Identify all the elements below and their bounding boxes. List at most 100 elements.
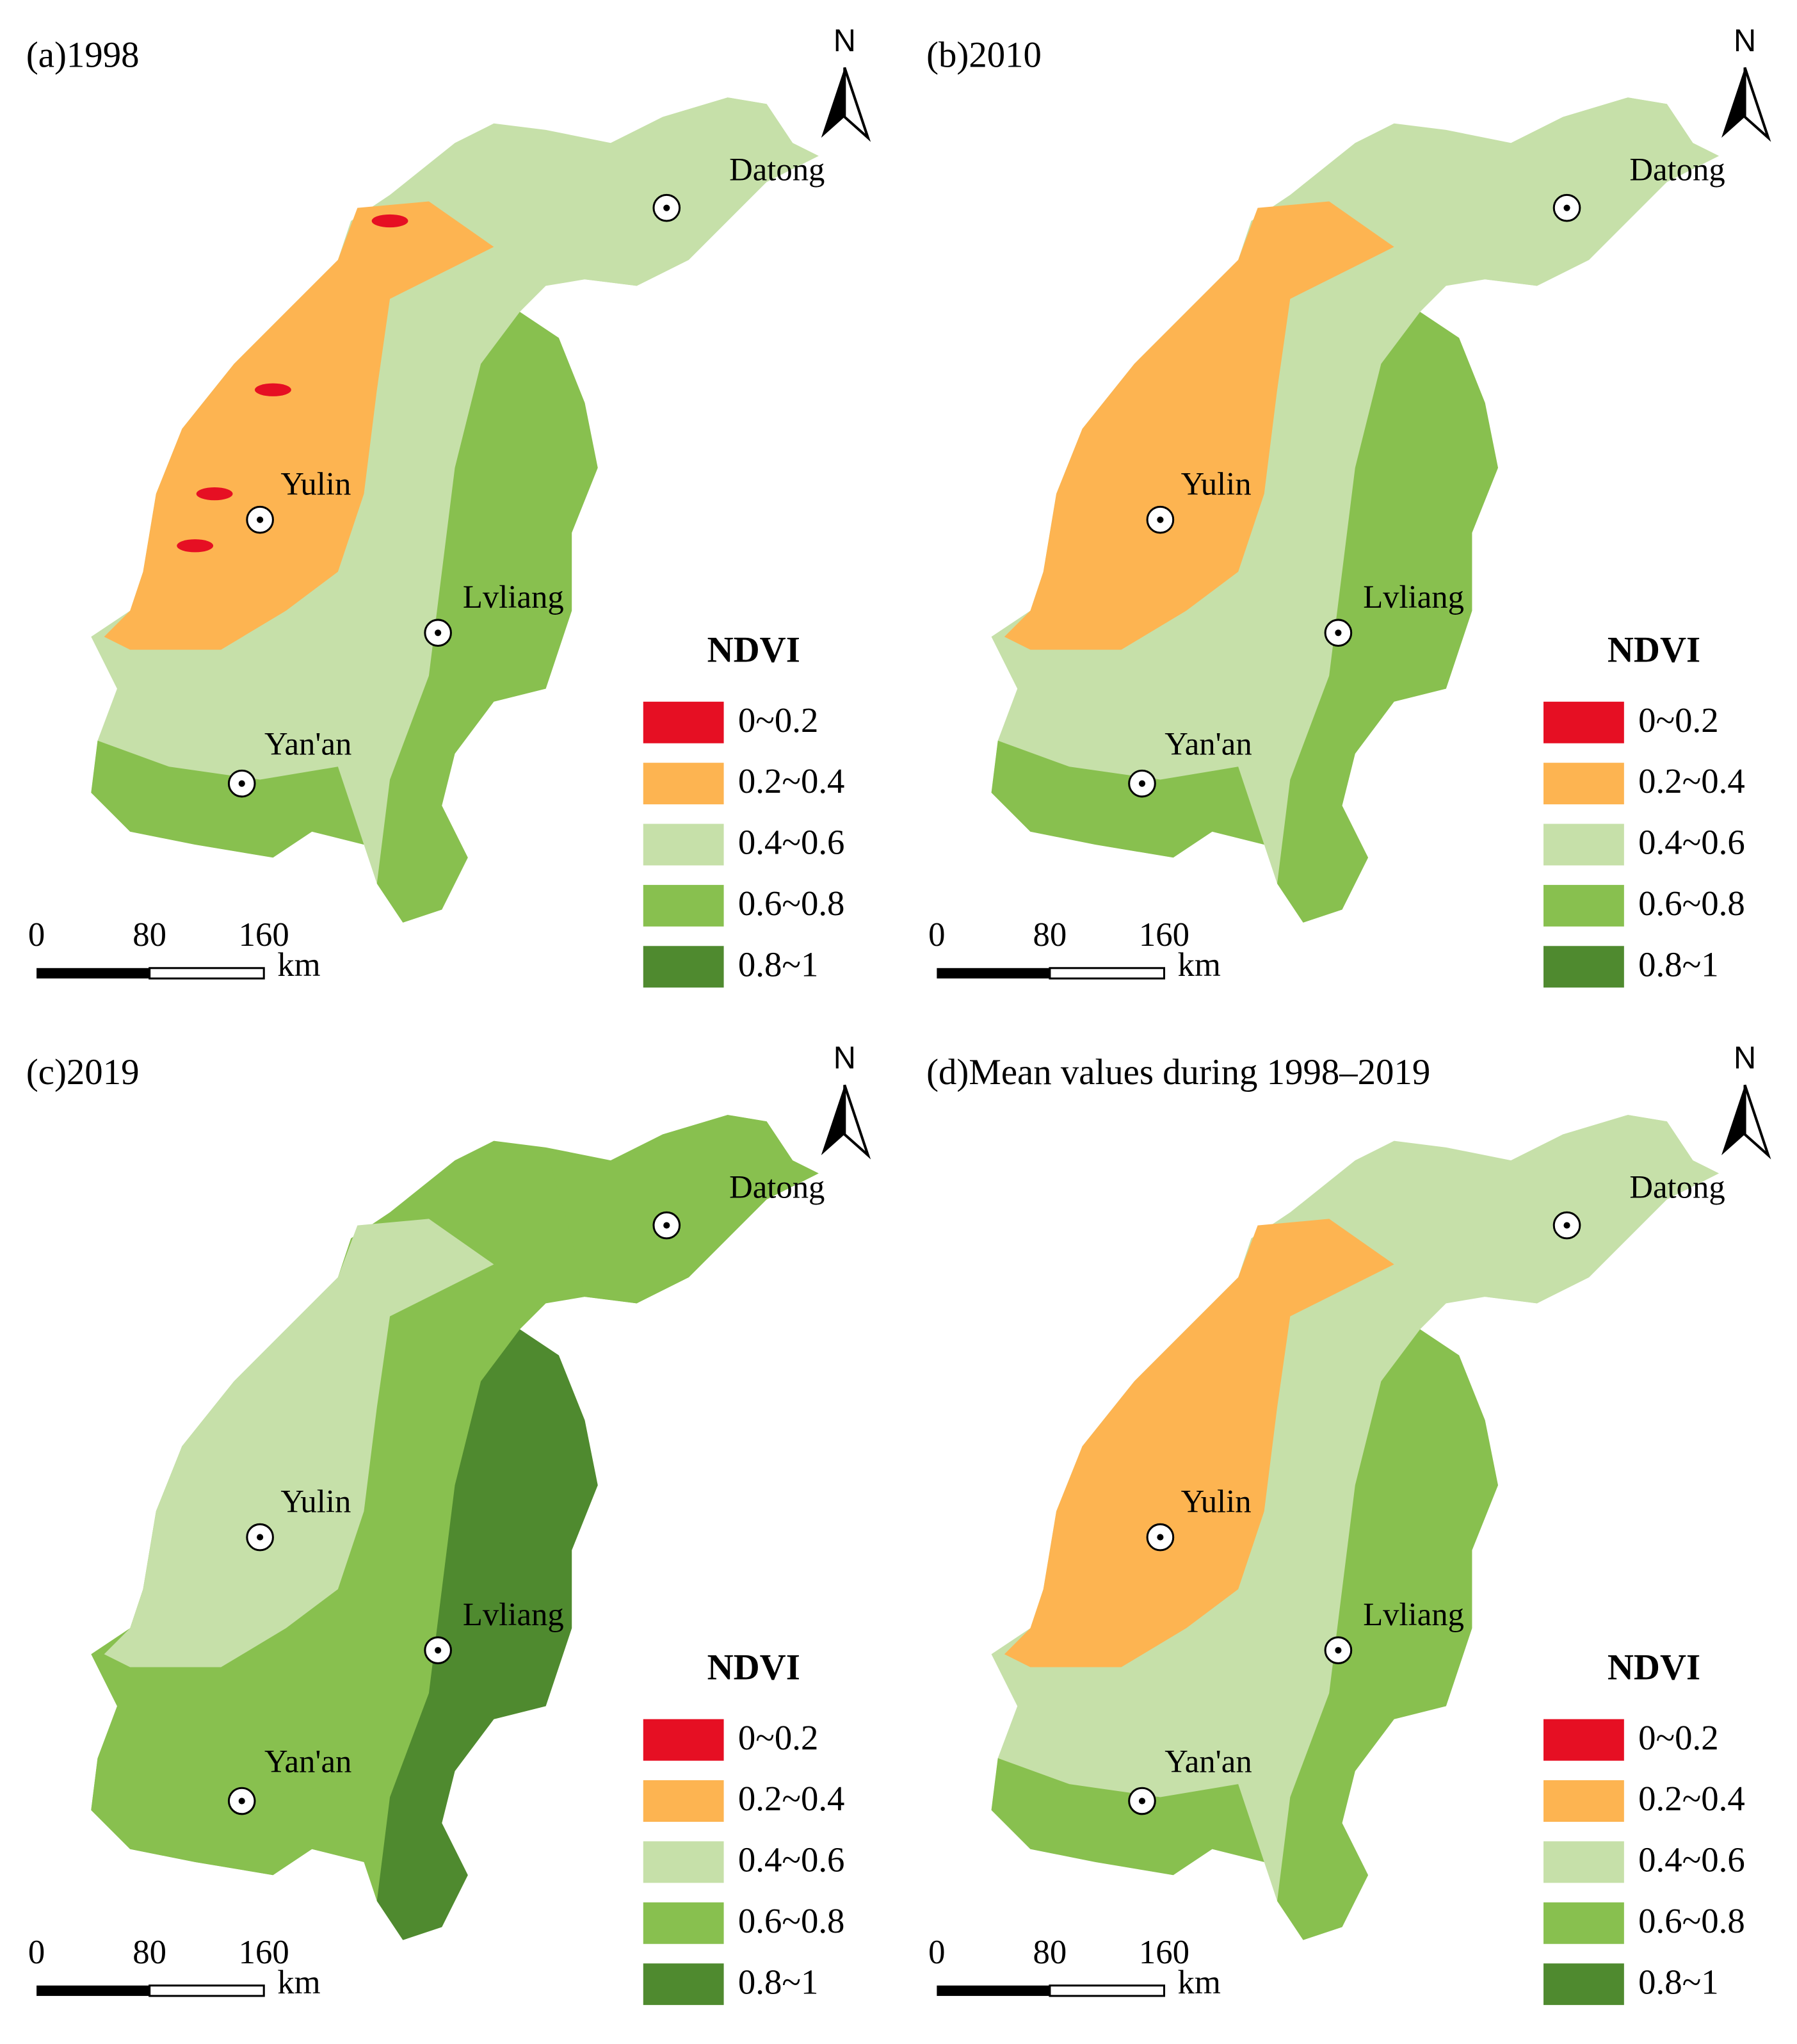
north-label: N: [1734, 1041, 1756, 1076]
city-label: Yulin: [1181, 466, 1252, 502]
region-east: [1277, 312, 1498, 923]
north-label: N: [834, 1041, 856, 1076]
region-south: [991, 740, 1264, 858]
legend-swatch: [1543, 701, 1624, 743]
legend-title: NDVI: [707, 1648, 800, 1688]
scale-tick-label: 80: [1033, 1934, 1067, 1971]
panel: (c)2019 N Datong Yulin Lvliang Yan'an NDVI 0~0.…: [26, 1041, 871, 2006]
scale-bar-white: [1049, 1984, 1166, 1997]
panel: (b)2010 N Datong Yulin Lvliang Yan'an NDVI 0~0.…: [926, 24, 1771, 988]
city-dot: [238, 780, 245, 787]
city-label: Yan'an: [264, 726, 351, 761]
region-west: [1004, 1219, 1394, 1667]
legend-label: 0.6~0.8: [1638, 884, 1745, 923]
city-dot: [663, 204, 670, 211]
north-arrow-right: [843, 67, 871, 142]
city-dot: [257, 1534, 264, 1541]
region-west: [104, 201, 494, 650]
city-dot: [435, 629, 442, 637]
legend-swatch: [643, 1780, 724, 1822]
city-label: Yan'an: [1164, 1743, 1252, 1779]
panel-title: (a)1998: [26, 35, 140, 75]
scale-unit: km: [277, 1964, 320, 2001]
legend-swatch: [643, 1841, 724, 1883]
north-arrow-left: [1721, 67, 1745, 138]
scale-bar-black: [36, 1985, 150, 1996]
legend-swatch: [1543, 823, 1624, 866]
region-west: [1004, 201, 1394, 650]
scale-tick-label: 80: [1033, 916, 1067, 953]
legend-swatch: [1543, 1719, 1624, 1761]
scale-unit: km: [277, 946, 320, 984]
legend-swatch: [1543, 884, 1624, 927]
scale-bar-white: [149, 967, 265, 980]
north-arrow-right: [1743, 1084, 1771, 1160]
legend-label: 0~0.2: [1638, 701, 1718, 740]
scale-tick-label: 0: [28, 1934, 45, 1971]
scale-bar-black: [937, 1985, 1050, 1996]
city-dot: [1138, 1797, 1146, 1805]
panel-title: (c)2019: [26, 1052, 140, 1092]
city-label: Yan'an: [1164, 726, 1252, 761]
legend-label: 0.2~0.4: [1638, 1779, 1745, 1818]
scale-unit: km: [1178, 946, 1221, 984]
city-dot: [1157, 516, 1164, 523]
north-label: N: [834, 24, 856, 58]
legend-label: 0.4~0.6: [1638, 1840, 1745, 1879]
region-west: [104, 1219, 494, 1667]
region-south: [91, 1758, 364, 1876]
region-patch: [196, 487, 233, 501]
region-northeast: [1446, 97, 1719, 286]
city-dot: [663, 1222, 670, 1229]
legend-title: NDVI: [707, 630, 800, 670]
city-label: Yulin: [280, 1484, 351, 1520]
legend-label: 0.6~0.8: [738, 884, 845, 923]
city-dot: [1563, 1222, 1570, 1229]
scale-unit: km: [1178, 1964, 1221, 2001]
city-label: Datong: [1629, 1169, 1725, 1204]
city-label: Datong: [729, 152, 825, 188]
city-dot: [257, 516, 264, 523]
legend-swatch: [1543, 1841, 1624, 1883]
region-northeast: [1446, 1115, 1719, 1304]
legend-title: NDVI: [1608, 1648, 1700, 1688]
legend-label: 0~0.2: [738, 701, 818, 740]
scale-bar-white: [149, 1984, 265, 1997]
city-dot: [1335, 1647, 1342, 1654]
city-label: Lvliang: [1363, 1596, 1464, 1632]
scale-tick-label: 160: [239, 1934, 289, 1971]
scale-tick-label: 80: [133, 916, 166, 953]
legend-swatch: [1543, 1780, 1624, 1822]
legend-swatch: [643, 1963, 724, 2006]
scale-bar-white: [1049, 967, 1166, 980]
legend-swatch: [643, 823, 724, 866]
scale-tick-label: 0: [928, 1934, 945, 1971]
legend-label: 0.2~0.4: [738, 761, 845, 800]
region-northeast: [545, 1115, 819, 1304]
legend-swatch: [1543, 946, 1624, 988]
legend-label: 0~0.2: [738, 1718, 818, 1757]
legend-swatch: [1543, 1963, 1624, 2006]
legend-label: 0.4~0.6: [738, 1840, 845, 1879]
city-dot: [1138, 780, 1146, 787]
scale-tick-label: 160: [1139, 1934, 1189, 1971]
region-patch: [371, 214, 408, 228]
region-south: [991, 1758, 1264, 1876]
legend-label: 0.2~0.4: [1638, 761, 1745, 800]
scale-bar-black: [937, 968, 1050, 979]
scale-tick-label: 80: [133, 1934, 166, 1971]
legend-label: 0.6~0.8: [1638, 1901, 1745, 1940]
legend-label: 0.4~0.6: [738, 823, 845, 862]
legend-label: 0~0.2: [1638, 1718, 1718, 1757]
city-label: Datong: [729, 1169, 825, 1204]
legend-swatch: [643, 701, 724, 743]
region-east: [376, 312, 598, 923]
city-dot: [1563, 204, 1570, 211]
legend-label: 0.8~1: [738, 945, 818, 984]
panel-title: (d)Mean values during 1998–2019: [926, 1052, 1430, 1092]
city-label: Datong: [1629, 152, 1725, 188]
legend-label: 0.8~1: [1638, 1962, 1718, 2001]
scale-tick-label: 160: [239, 916, 289, 953]
north-label: N: [1734, 24, 1756, 58]
